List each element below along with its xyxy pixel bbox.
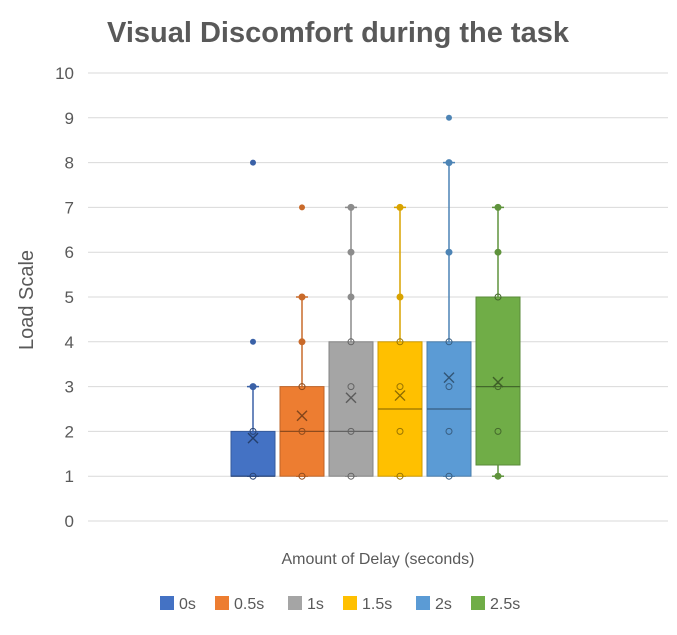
data-point	[396, 383, 404, 391]
box-series-1s	[328, 203, 374, 480]
box-series-2s	[426, 114, 472, 480]
chart-title: Visual Discomfort during the task	[107, 17, 570, 49]
y-tick-label: 8	[65, 154, 74, 173]
mean-marker	[296, 410, 308, 422]
data-point	[298, 293, 306, 301]
box-series-0.5s	[279, 204, 325, 480]
data-point	[396, 293, 404, 301]
outlier-point	[446, 114, 452, 121]
y-tick-label: 0	[65, 512, 74, 531]
data-point	[298, 472, 306, 480]
y-tick-labels: 0 1 2 3 4 5 6 7 8 9 10	[55, 64, 74, 531]
data-point	[347, 383, 355, 391]
data-point	[396, 203, 404, 211]
data-point	[249, 383, 257, 391]
legend: 0s 0.5s 1s 1.5s 2s 2.5s	[160, 596, 520, 613]
legend-label: 0.5s	[234, 596, 264, 613]
box-series-2.5s	[475, 203, 521, 480]
legend-swatch	[471, 596, 485, 610]
data-point	[494, 203, 502, 211]
legend-swatch	[416, 596, 430, 610]
mean-marker	[394, 390, 406, 402]
mean-marker	[247, 432, 259, 444]
mean-marker	[345, 392, 357, 404]
data-point	[396, 338, 404, 346]
data-point	[347, 338, 355, 346]
mean-marker	[492, 376, 504, 388]
data-point	[396, 472, 404, 480]
y-tick-label: 9	[65, 109, 74, 128]
y-tick-label: 10	[55, 64, 74, 83]
data-point	[494, 472, 502, 480]
data-point	[298, 427, 306, 435]
y-tick-label: 5	[65, 288, 74, 307]
y-tick-label: 3	[65, 378, 74, 397]
data-point	[445, 383, 453, 391]
x-axis-label: Amount of Delay (seconds)	[282, 551, 475, 568]
mean-marker	[443, 372, 455, 384]
data-point	[445, 427, 453, 435]
data-point	[494, 427, 502, 435]
y-tick-label: 6	[65, 243, 74, 262]
data-point	[347, 203, 355, 211]
box-series-1.5s	[377, 203, 423, 480]
outlier-point	[250, 159, 256, 166]
legend-label: 2s	[435, 596, 452, 613]
legend-label: 1.5s	[362, 596, 392, 613]
y-tick-label: 7	[65, 198, 74, 217]
data-point	[494, 383, 502, 391]
legend-item-0s: 0s	[160, 596, 196, 613]
data-point	[298, 338, 306, 346]
legend-label: 0s	[179, 596, 196, 613]
data-point	[347, 293, 355, 301]
outlier-point	[250, 338, 256, 345]
legend-label: 1s	[307, 596, 324, 613]
outlier-point	[299, 204, 305, 211]
legend-item-2.5s: 2.5s	[471, 596, 520, 613]
legend-swatch	[343, 596, 357, 610]
data-point	[347, 472, 355, 480]
legend-swatch	[215, 596, 229, 610]
data-point	[445, 159, 453, 167]
legend-item-1s: 1s	[288, 596, 324, 613]
data-point	[396, 427, 404, 435]
data-point	[298, 383, 306, 391]
legend-swatch	[160, 596, 174, 610]
data-point	[494, 293, 502, 301]
legend-item-1.5s: 1.5s	[343, 596, 392, 613]
legend-item-2s: 2s	[416, 596, 452, 613]
legend-swatch	[288, 596, 302, 610]
box	[328, 341, 374, 477]
data-point	[347, 248, 355, 256]
legend-item-0.5s: 0.5s	[215, 596, 264, 613]
box-series-layer	[230, 114, 521, 480]
data-point	[445, 338, 453, 346]
box	[475, 296, 521, 466]
y-tick-label: 1	[65, 467, 74, 486]
y-tick-label: 2	[65, 422, 74, 441]
data-point	[445, 248, 453, 256]
box-series-0s	[230, 159, 276, 480]
data-point	[445, 472, 453, 480]
y-axis-label: Load Scale	[16, 250, 38, 350]
data-point	[494, 248, 502, 256]
data-point	[249, 427, 257, 435]
y-tick-label: 4	[65, 333, 74, 352]
data-point	[347, 427, 355, 435]
legend-label: 2.5s	[490, 596, 520, 613]
data-point	[249, 472, 257, 480]
